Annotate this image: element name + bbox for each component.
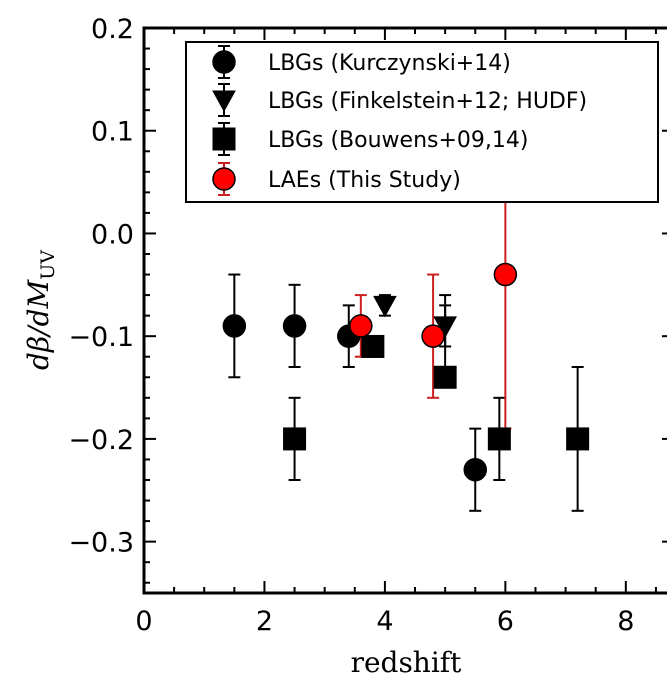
x-axis-label: redshift bbox=[351, 646, 463, 679]
data-point-series-2 bbox=[487, 427, 511, 451]
legend-marker bbox=[212, 50, 236, 74]
y-axis-label-sub: UV bbox=[37, 250, 59, 280]
data-point-series-3 bbox=[493, 262, 518, 287]
data-point-series-0 bbox=[222, 314, 247, 338]
data-point-series-2 bbox=[361, 334, 385, 358]
x-tick-label: 6 bbox=[497, 606, 514, 637]
data-point-series-3 bbox=[421, 324, 445, 348]
x-tick-label: 0 bbox=[135, 606, 152, 637]
legend-box bbox=[185, 41, 659, 203]
legend-label: LBGs (Finkelstein+12; HUDF) bbox=[268, 89, 587, 114]
data-point-series-1 bbox=[373, 295, 397, 318]
legend-marker bbox=[212, 127, 236, 151]
data-point-series-2 bbox=[433, 365, 457, 389]
tick-labels: 0 2 4 6 8 0.2 0.1 0.0 −0.1 −0.2 −0.3 bbox=[68, 14, 634, 637]
legend-marker bbox=[212, 90, 236, 113]
y-axis-label-main: dβ/dM bbox=[22, 278, 55, 369]
data-point-series-3 bbox=[349, 314, 373, 338]
data-point-series-0 bbox=[463, 457, 487, 482]
y-tick-label: −0.2 bbox=[68, 425, 134, 456]
plot-frame bbox=[142, 26, 667, 595]
y-axis-label-group: dβ/dMUV bbox=[22, 250, 59, 370]
x-tick-label: 2 bbox=[256, 606, 273, 637]
y-tick-label: −0.1 bbox=[68, 322, 134, 353]
legend-label: LBGs (Kurczynski+14) bbox=[268, 51, 511, 76]
y-axis-label: dβ/dMUV bbox=[22, 250, 59, 370]
data-point-series-0 bbox=[282, 314, 307, 338]
legend-label: LAEs (This Study) bbox=[268, 168, 461, 193]
y-tick-label: 0.0 bbox=[91, 219, 134, 250]
legend-marker bbox=[212, 167, 236, 191]
markers bbox=[222, 262, 590, 482]
legend: LBGs (Kurczynski+14) LBGs (Finkelstein+12… bbox=[185, 41, 659, 203]
x-tick-label: 4 bbox=[376, 606, 393, 637]
x-tick-label: 8 bbox=[617, 606, 634, 637]
data-point-series-2 bbox=[283, 427, 307, 451]
y-tick-label: −0.3 bbox=[68, 528, 134, 559]
y-tick-label: 0.1 bbox=[91, 117, 134, 148]
legend-label: LBGs (Bouwens+09,14) bbox=[268, 128, 528, 153]
axis-ticks bbox=[143, 27, 667, 593]
y-tick-label: 0.2 bbox=[91, 14, 134, 45]
data-point-series-2 bbox=[566, 427, 590, 451]
